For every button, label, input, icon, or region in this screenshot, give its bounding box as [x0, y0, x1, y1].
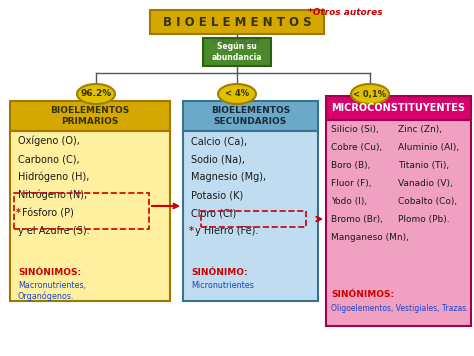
- Text: < 4%: < 4%: [225, 89, 249, 99]
- Text: Vanadio (V),: Vanadio (V),: [398, 179, 453, 188]
- Text: B I O E L E M E N T O S: B I O E L E M E N T O S: [163, 16, 311, 28]
- Text: Bromo (Br),: Bromo (Br),: [331, 215, 383, 224]
- Text: Titanio (Ti),: Titanio (Ti),: [398, 161, 449, 170]
- Text: Oligoelementos, Vestigiales, Trazas.: Oligoelementos, Vestigiales, Trazas.: [331, 304, 469, 313]
- Text: 96.2%: 96.2%: [81, 89, 111, 99]
- Text: Boro (B),: Boro (B),: [331, 161, 370, 170]
- Ellipse shape: [351, 84, 389, 104]
- Text: *: *: [189, 226, 194, 236]
- Text: Yodo (I),: Yodo (I),: [331, 197, 367, 206]
- Text: Oxígeno (O),: Oxígeno (O),: [18, 136, 80, 147]
- Text: BIOELEMENTOS
PRIMARIOS: BIOELEMENTOS PRIMARIOS: [50, 106, 129, 126]
- Ellipse shape: [77, 84, 115, 104]
- Text: Zinc (Zn),: Zinc (Zn),: [398, 125, 442, 134]
- Bar: [203, 38, 271, 66]
- Text: Calcio (Ca),: Calcio (Ca),: [191, 136, 247, 146]
- Text: Nitrógeno (N),: Nitrógeno (N),: [18, 190, 87, 200]
- Text: Cobalto (Co),: Cobalto (Co),: [398, 197, 457, 206]
- Text: Macronutrientes,
Organógenos.: Macronutrientes, Organógenos.: [18, 281, 86, 301]
- Bar: [326, 120, 471, 326]
- Bar: [201, 211, 306, 227]
- Text: Fósforo (P): Fósforo (P): [22, 208, 74, 218]
- Text: Micronutrientes: Micronutrientes: [191, 281, 254, 290]
- Text: Cloro (Cl): Cloro (Cl): [191, 208, 236, 218]
- Text: BIOELEMENTOS
SECUNDARIOS: BIOELEMENTOS SECUNDARIOS: [211, 106, 290, 126]
- Text: y Hierro (Fe).: y Hierro (Fe).: [195, 226, 258, 236]
- Bar: [10, 131, 170, 301]
- Bar: [183, 101, 318, 131]
- Bar: [150, 10, 324, 34]
- Text: Sodio (Na),: Sodio (Na),: [191, 154, 245, 164]
- Text: *Otros autores: *Otros autores: [308, 8, 383, 17]
- Bar: [10, 101, 170, 131]
- Text: Fluor (F),: Fluor (F),: [331, 179, 372, 188]
- Text: Potasio (K): Potasio (K): [191, 190, 243, 200]
- Ellipse shape: [218, 84, 256, 104]
- Text: Silicio (Si),: Silicio (Si),: [331, 125, 379, 134]
- Text: Manganeso (Mn),: Manganeso (Mn),: [331, 233, 409, 242]
- Text: Aluminio (Al),: Aluminio (Al),: [398, 143, 459, 152]
- Text: SINÓNIMO:: SINÓNIMO:: [191, 268, 247, 277]
- Text: SINÓNIMOS:: SINÓNIMOS:: [331, 290, 394, 299]
- Text: y el Azufre (S).: y el Azufre (S).: [18, 226, 90, 236]
- Bar: [14, 193, 149, 229]
- Text: SINÓNIMOS:: SINÓNIMOS:: [18, 268, 81, 277]
- Text: < 0,1%: < 0,1%: [354, 89, 387, 99]
- Text: *: *: [16, 208, 21, 218]
- Text: MICROCONSTITUYENTES: MICROCONSTITUYENTES: [331, 103, 465, 113]
- Text: Carbono (C),: Carbono (C),: [18, 154, 80, 164]
- Text: Plomo (Pb).: Plomo (Pb).: [398, 215, 450, 224]
- Bar: [183, 131, 318, 301]
- Text: Clasificación: Clasificación: [213, 37, 261, 46]
- Text: Cobre (Cu),: Cobre (Cu),: [331, 143, 382, 152]
- Text: Hidrógeno (H),: Hidrógeno (H),: [18, 172, 90, 183]
- Text: Según su
abundancia: Según su abundancia: [212, 42, 262, 62]
- Bar: [326, 96, 471, 120]
- Text: Magnesio (Mg),: Magnesio (Mg),: [191, 172, 266, 182]
